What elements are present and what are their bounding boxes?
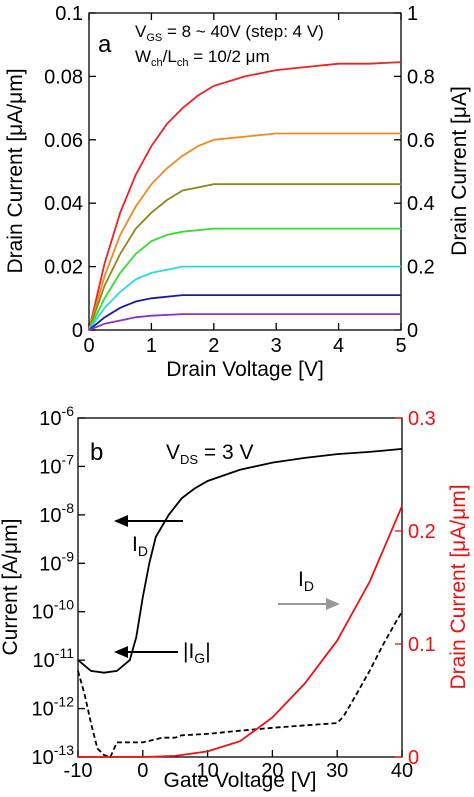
panel-a-series-line-7	[88, 313, 401, 331]
panel-a-y-tick-label: 0.04	[44, 193, 83, 215]
panel-a-x-tick-label: 4	[333, 335, 344, 357]
panel-a-x-tick-label: 3	[271, 335, 282, 357]
panel-b-x-tick-label: 0	[137, 760, 148, 782]
panel-b-y-tick-label: 10-13	[32, 742, 75, 769]
panel-b-y-tick-label: 10-12	[32, 694, 75, 721]
panel-b-id-linear-curve	[78, 505, 403, 758]
panel-a-label: a	[98, 31, 112, 58]
panel-a-geometry-annotation: Wch/Lch = 10/2 μm	[135, 47, 270, 69]
panel-a-y-tick-label: 0.1	[55, 3, 83, 25]
panel-b-id-right-label: ID	[298, 568, 314, 594]
panel-a-y-ticks: 0 0.02 0.04 0.06 0.08 0.1	[44, 3, 96, 342]
panel-b-id-left-label: ID	[132, 533, 148, 559]
panel-b-y-ticks: 10-6 10-7 10-8 10-9 10-10 10-11 10-12 10-13	[32, 403, 85, 769]
panel-a-series-line-4	[88, 227, 401, 331]
panel-b-y2-ticks: 0 0.1 0.2 0.3	[395, 408, 436, 769]
panel-b-y2-tick-label: 0.1	[408, 634, 436, 656]
panel-a-y2-tick-label: 0.8	[407, 66, 435, 88]
panel-b-y2-tick-label: 0	[408, 747, 419, 769]
panel-b-y2-axis-label: Drain Current [μA/μm]	[447, 484, 470, 689]
panel-b-x-ticks: -10 0 10 20 30 40	[64, 750, 413, 782]
panel-b-plot-frame	[77, 417, 403, 758]
panel-b-label: b	[90, 439, 103, 466]
panel-b-x-axis-label: Gate Voltage [V]	[164, 769, 317, 792]
panel-b-y-tick-label: 10-9	[39, 548, 74, 575]
panel-a-series-line-1	[88, 61, 402, 331]
panel-a-y-tick-label: 0.02	[44, 257, 83, 279]
panel-b-y-tick-label: 10-7	[39, 451, 74, 478]
panel-b-y-axis-label: Current [A/μm]	[0, 519, 22, 656]
panel-b-series	[77, 448, 403, 759]
panel-b-x-tick-label: 40	[391, 760, 413, 782]
panel-a-y-tick-label: 0.06	[44, 130, 83, 152]
panel-a-x-tick-label: 0	[83, 335, 94, 357]
panel-b-ig-label: |IG|	[183, 640, 211, 666]
panel-a-series-line-2	[88, 132, 401, 331]
panel-b: -10 0 10 20 30 40 10-610-710-810-910-1010-111…	[0, 403, 470, 792]
panel-b-vds-annotation: VDS = 3 V	[166, 441, 254, 467]
panel-a-y-tick-label: 0.08	[44, 66, 83, 88]
panel-a-x-axis-label: Drain Voltage [V]	[166, 358, 324, 381]
panel-b-x-tick-label: 20	[261, 760, 283, 782]
panel-a-plot-frame	[88, 12, 402, 331]
panel-a-y-tick-label: 0	[72, 320, 83, 342]
arrow-right-id	[278, 598, 340, 610]
panel-a: 0 1 2 3 4 5 0 0.02 0.04 0.06 0.08 0.1 0 0.2 0.4 0.6 0.…	[4, 3, 471, 381]
panel-b-x-tick-label: 10	[196, 760, 218, 782]
panel-a-y2-ticks: 0 0.2 0.4 0.6 0.8 1	[394, 3, 435, 342]
panel-a-y2-tick-label: 1	[407, 3, 418, 25]
panel-a-y2-tick-label: 0.6	[407, 130, 435, 152]
panel-a-y-axis-label: Drain Current [μA/μm]	[4, 68, 27, 273]
panel-b-y2-tick-label: 0.3	[408, 408, 436, 430]
panel-b-y-tick-label: 10-10	[32, 597, 75, 624]
panel-b-y-tick-label: 10-6	[39, 403, 74, 430]
panel-a-series	[88, 61, 402, 331]
panel-a-y2-axis-label: Drain Current [μA]	[448, 86, 471, 256]
panel-a-x-ticks: 0 1 2 3 4 5	[83, 13, 407, 357]
panel-b-x-tick-label: -10	[64, 760, 93, 782]
arrow-left-id	[114, 515, 183, 527]
panel-a-vgs-annotation: VGS = 8 ~ 40V (step: 4 V)	[135, 22, 324, 44]
panel-a-x-tick-label: 5	[395, 335, 406, 357]
panel-b-y-tick-label: 10-8	[39, 500, 74, 527]
panel-b-y-tick-label: 10-11	[33, 645, 75, 672]
panel-b-id-log-curve	[77, 448, 403, 674]
panel-b-x-tick-label: 30	[326, 760, 348, 782]
panel-a-y2-tick-label: 0.4	[407, 193, 435, 215]
panel-b-y2-tick-label: 0.2	[408, 521, 436, 543]
panel-a-x-tick-label: 2	[208, 335, 219, 357]
arrow-left-ig	[114, 646, 178, 658]
panel-a-series-line-3	[88, 183, 401, 331]
panel-a-y2-tick-label: 0	[407, 320, 418, 342]
panel-b-ig-log-curve	[77, 611, 403, 759]
panel-a-x-tick-label: 1	[146, 335, 157, 357]
panel-a-series-line-5	[88, 265, 401, 331]
panel-a-y2-tick-label: 0.2	[407, 257, 435, 279]
panel-a-series-line-6	[88, 294, 401, 331]
